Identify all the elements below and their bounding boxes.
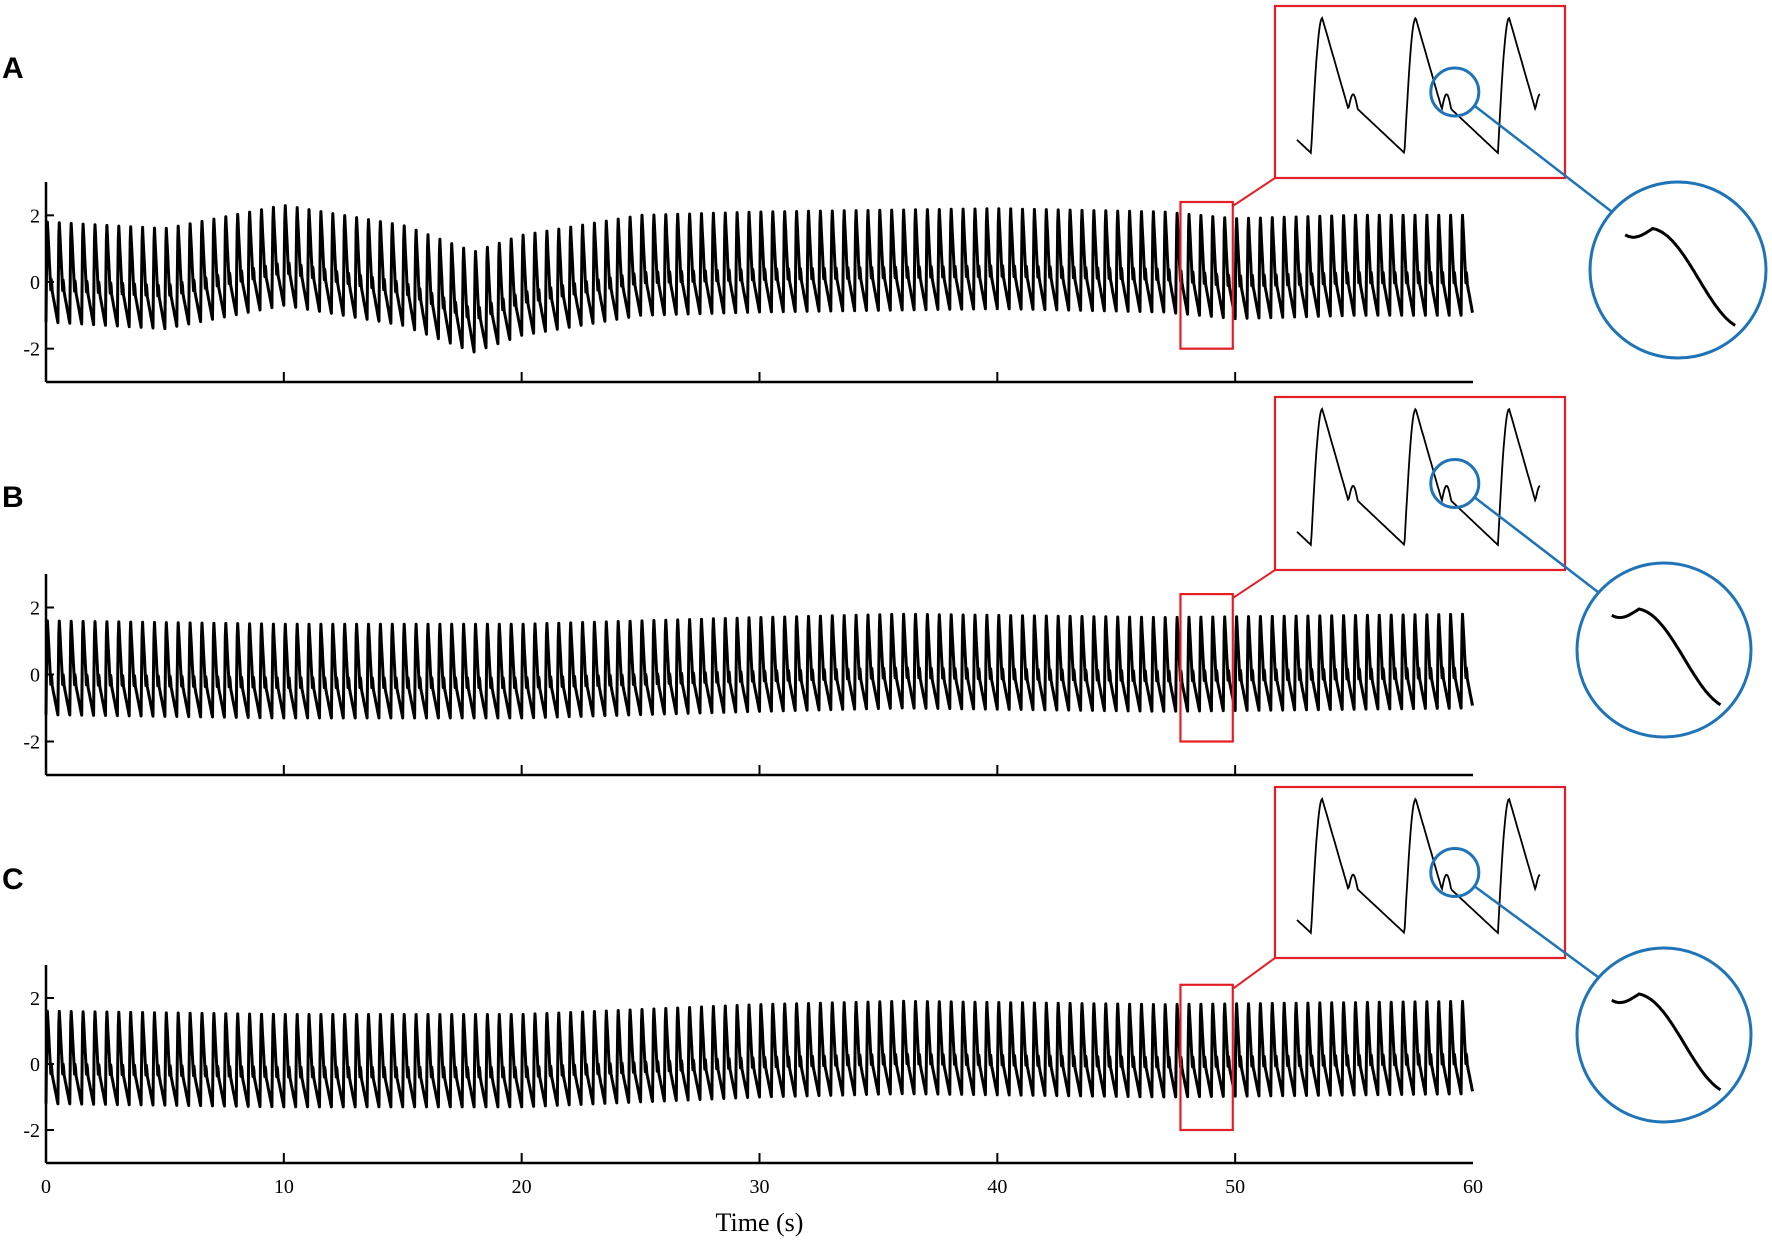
signal-line [44,999,1474,1109]
panel-letter: C [2,863,24,896]
y-tick-label: 0 [30,272,40,294]
panel-b: B 2 0 -2 [2,395,1753,777]
magnifier-small-circle [1429,458,1481,509]
magnifier-connector [1474,885,1600,979]
x-axis-label: Time (s) [716,1208,804,1237]
magnifier-large-circle [1575,561,1753,739]
magnifier-signal [1624,226,1736,327]
x-tick-label: 20 [512,1176,532,1198]
magnifier-connector [1474,496,1600,594]
panel-letter: B [2,481,24,514]
x-tick-label: 40 [987,1176,1007,1198]
x-tick-label: 50 [1225,1176,1245,1198]
y-tick-label: 2 [30,988,40,1010]
magnifier-signal [1611,607,1722,707]
panel-letter: A [2,52,24,85]
zoom-connector [1232,957,1276,990]
zoom-selection-box [1179,200,1234,350]
y-tick-label: 2 [30,598,40,620]
zoom-selection-box [1179,592,1234,743]
y-tick-label: 0 [30,665,40,687]
panel-a: A 2 0 -2 [2,4,1768,384]
x-tick-label: 60 [1463,1176,1483,1198]
magnifier-small-circle [1429,847,1481,898]
y-tick-label: 0 [30,1054,40,1076]
zoom-connector [1232,177,1276,207]
x-tick-label: 0 [41,1176,51,1198]
y-tick-label: -2 [23,339,40,361]
magnifier-large-circle [1588,180,1768,360]
magnifier-small-circle [1429,66,1481,118]
y-tick-label: -2 [23,1120,40,1142]
magnifier-large-circle [1575,946,1753,1124]
zoom-connector [1232,569,1276,599]
signal-line [44,204,1474,354]
signal-line [44,612,1474,720]
x-tick-label: 30 [750,1176,770,1198]
magnifier-connector [1474,105,1613,213]
zoom-selection-box [1179,983,1234,1132]
y-tick-label: 2 [30,205,40,227]
y-tick-label: -2 [23,732,40,754]
magnifier-signal [1611,992,1722,1092]
x-tick-label: 10 [274,1176,294,1198]
